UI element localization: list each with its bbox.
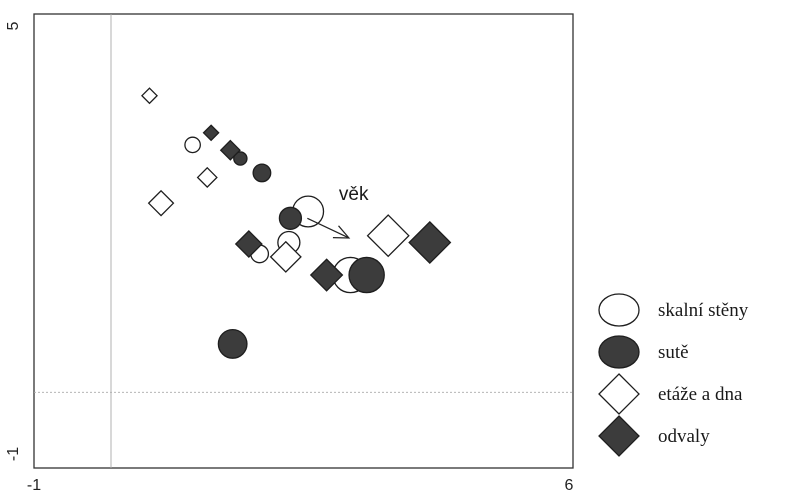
legend: skalní stěny sutě etáže a dna odvaly — [598, 293, 749, 457]
y-tick-label-max: 5 — [5, 21, 22, 30]
plot-frame — [33, 13, 574, 469]
x-tick-label-max: 6 — [565, 477, 574, 493]
arrows: věk — [307, 184, 369, 239]
point-2-0 — [141, 87, 158, 105]
point-3-1 — [219, 139, 241, 161]
plot-border — [33, 13, 574, 469]
point-1-1 — [252, 163, 272, 183]
point-2-3 — [269, 240, 302, 273]
point-2-4 — [366, 214, 410, 258]
arrow-label-0: věk — [339, 184, 369, 205]
legend-marker-2 — [598, 373, 640, 415]
data-points — [141, 87, 452, 359]
point-1-4 — [217, 328, 248, 359]
x-tick-label-min: -1 — [27, 477, 41, 493]
point-1-0 — [233, 151, 248, 166]
point-0-0 — [184, 136, 201, 154]
point-2-1 — [196, 166, 218, 188]
point-3-0 — [202, 124, 220, 142]
legend-marker-3 — [598, 415, 640, 457]
tick-labels: -1 6 5 -1 — [5, 21, 574, 493]
legend-marker-1 — [598, 335, 640, 369]
point-2-2 — [147, 189, 175, 217]
point-3-3 — [309, 258, 344, 292]
legend-label-3: odvaly — [658, 426, 710, 447]
legend-label-2: etáže a dna — [658, 384, 743, 405]
reference-lines — [34, 14, 573, 468]
point-1-2 — [278, 206, 303, 230]
point-3-4 — [408, 220, 452, 265]
y-tick-label-min: -1 — [5, 447, 22, 461]
arrow-head-0 — [332, 225, 351, 239]
legend-label-0: skalní stěny — [658, 300, 749, 321]
point-1-3 — [348, 256, 385, 294]
arrow-shaft-0 — [307, 217, 350, 239]
point-3-2 — [234, 230, 263, 259]
legend-marker-0 — [598, 293, 640, 327]
legend-label-1: sutě — [658, 342, 689, 363]
